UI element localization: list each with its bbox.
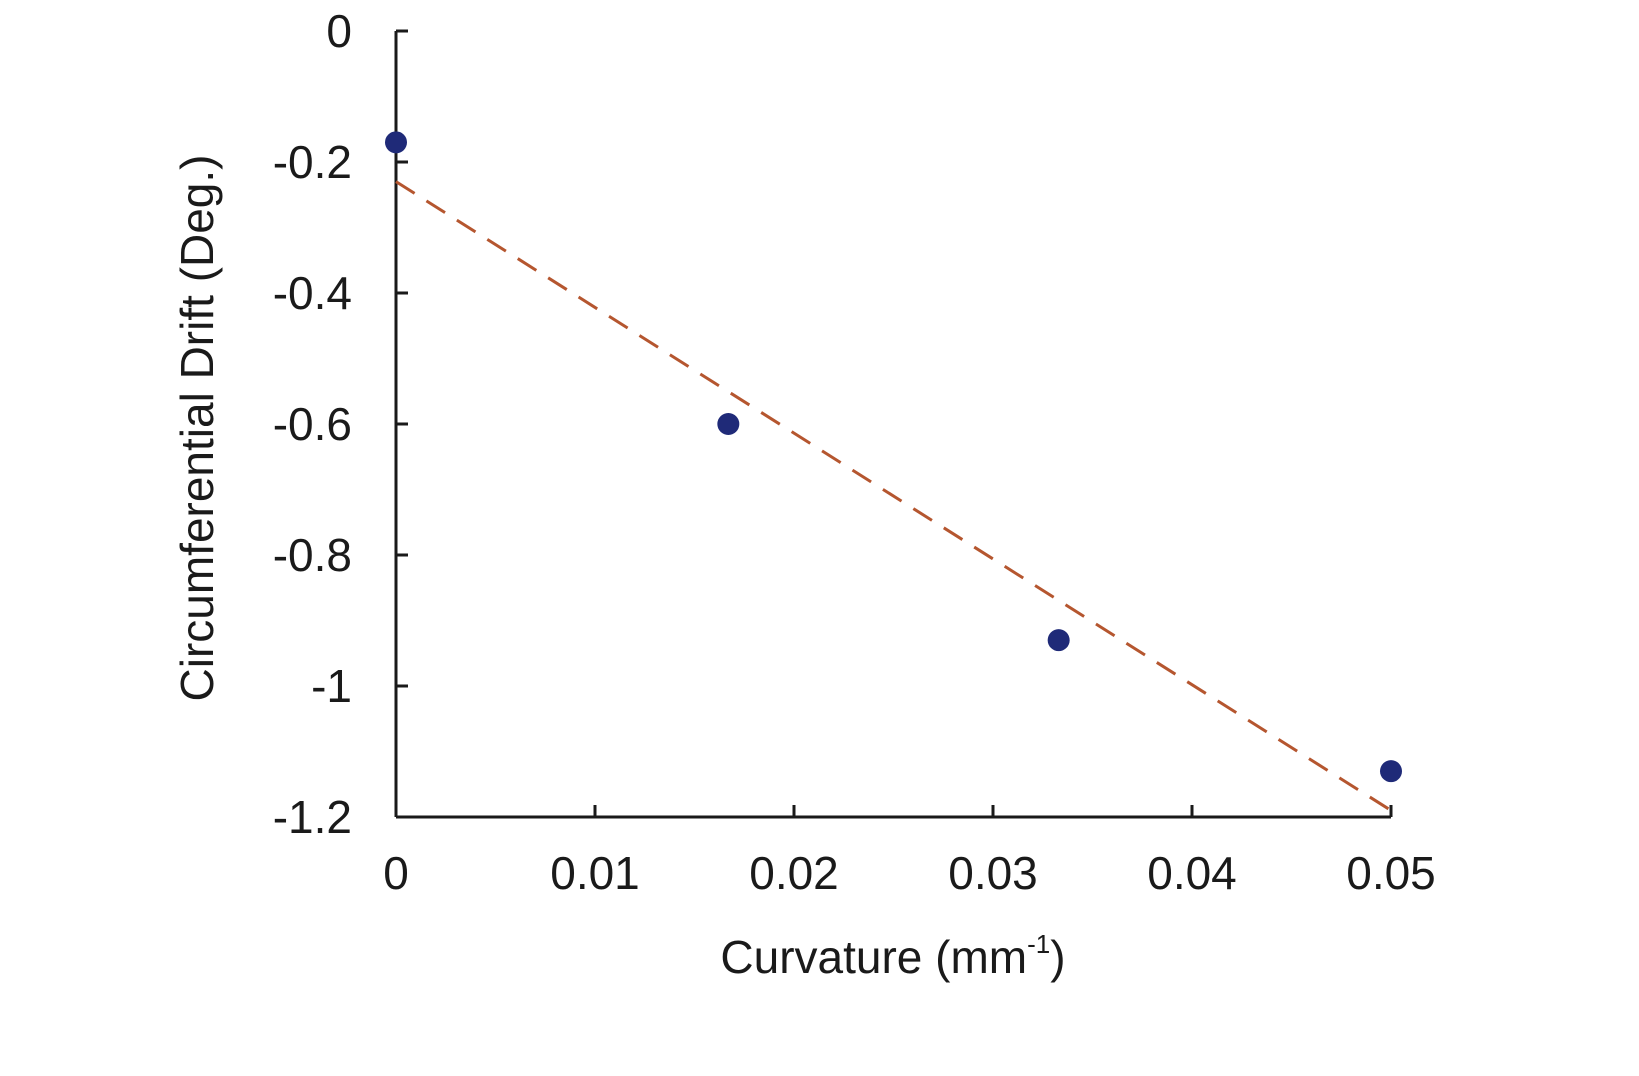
x-tick-label: 0 (383, 847, 409, 899)
data-point (717, 413, 740, 435)
data-point (385, 131, 407, 154)
y-tick-label: -1 (311, 660, 352, 712)
y-tick-label: -0.8 (273, 529, 352, 581)
x-axis-ticks: 0 0.01 0.02 0.03 0.04 0.05 (383, 805, 1436, 899)
y-tick-label: -1.2 (273, 791, 352, 843)
x-axis-label: Curvature (mm-1) (720, 929, 1065, 983)
y-tick-label: -0.2 (273, 136, 352, 188)
fit-line (395, 180, 1392, 812)
axes (394, 31, 1391, 819)
x-tick-label: 0.03 (948, 847, 1038, 899)
x-tick-label: 0.04 (1147, 847, 1237, 899)
y-tick-label: -0.6 (273, 398, 352, 450)
x-tick-label: 0.01 (550, 847, 640, 899)
data-point (1047, 629, 1070, 652)
data-point (1380, 760, 1402, 783)
fit-trend-line (395, 180, 1392, 812)
data-points (385, 131, 1402, 783)
y-axis-label: Circumferential Drift (Deg.) (171, 155, 223, 702)
y-axis-ticks: 0 -0.2 -0.4 -0.6 -0.8 -1 -1.2 (273, 5, 408, 843)
x-tick-label: 0.02 (749, 847, 839, 899)
x-tick-label: 0.05 (1346, 847, 1436, 899)
y-tick-label: 0 (326, 5, 352, 57)
y-tick-label: -0.4 (273, 267, 352, 319)
